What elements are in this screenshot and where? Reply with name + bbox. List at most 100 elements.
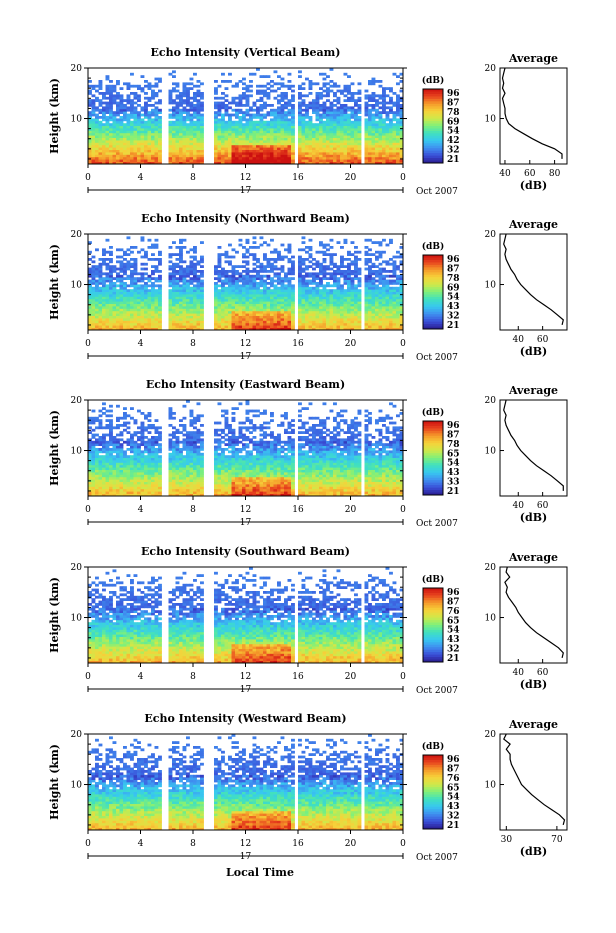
heatmap-cell: [379, 118, 383, 121]
heatmap-cell: [368, 114, 372, 117]
heatmap-cell: [347, 128, 351, 131]
heatmap-cell: [179, 258, 183, 261]
heatmap-cell: [354, 306, 358, 309]
heatmap-cell: [267, 304, 271, 307]
heatmap-cell: [228, 130, 232, 133]
heatmap-cell: [134, 292, 138, 295]
heatmap-cell: [134, 106, 138, 109]
heatmap-cell: [284, 280, 288, 283]
heatmap-cell: [134, 260, 138, 263]
heatmap-cell: [106, 145, 110, 148]
heatmap-cell: [389, 239, 393, 242]
heatmap-cell: [316, 294, 320, 297]
heatmap-cell: [333, 275, 337, 278]
heatmap-cell: [88, 316, 92, 319]
heatmap-cell: [340, 289, 344, 292]
heatmap-cell: [155, 78, 159, 81]
heatmap-cell: [281, 97, 285, 100]
heatmap-cell: [102, 280, 106, 283]
heatmap-cell: [270, 323, 274, 326]
colorbar-segment: [423, 297, 443, 300]
heatmap-cell: [267, 135, 271, 138]
heatmap-cell: [197, 85, 201, 88]
heatmap-cell: [127, 308, 131, 311]
heatmap-cell: [158, 313, 162, 316]
heatmap-cell: [176, 296, 180, 299]
heatmap-cell: [386, 299, 390, 302]
heatmap-cell: [214, 135, 218, 138]
heatmap-cell: [312, 159, 316, 162]
heatmap-cell: [372, 289, 376, 292]
heatmap-cell: [302, 277, 306, 280]
heatmap-cell: [365, 287, 369, 290]
heatmap-cell: [193, 301, 197, 304]
heatmap-cell: [109, 296, 113, 299]
heatmap-cell: [92, 460, 96, 463]
heatmap-cell: [218, 246, 222, 249]
heatmap-cell: [148, 121, 152, 124]
heatmap-cell: [151, 299, 155, 302]
heatmap-cell: [393, 128, 397, 131]
heatmap-cell: [169, 92, 173, 95]
heatmap-cell: [291, 140, 295, 143]
heatmap-cell: [337, 287, 341, 290]
heatmap-cell: [242, 118, 246, 121]
heatmap-cell: [183, 92, 187, 95]
heatmap-cell: [123, 135, 127, 138]
heatmap-cell: [256, 294, 260, 297]
heatmap-cell: [179, 159, 183, 162]
heatmap-cell: [155, 318, 159, 321]
heatmap-cell: [277, 268, 281, 271]
heatmap-cell: [123, 99, 127, 102]
heatmap-cell: [372, 97, 376, 100]
heatmap-cell: [221, 130, 225, 133]
heatmap-cell: [99, 145, 103, 148]
heatmap-cell: [284, 320, 288, 323]
heatmap-cell: [102, 318, 106, 321]
heatmap-cell: [386, 118, 390, 121]
heatmap-cell: [88, 126, 92, 129]
heatmap-cell: [109, 320, 113, 323]
heatmap-cell: [225, 111, 229, 114]
heatmap-cell: [312, 296, 316, 299]
heatmap-cell: [277, 316, 281, 319]
heatmap-cell: [246, 150, 250, 153]
heatmap-cell: [246, 97, 250, 100]
heatmap-cell: [179, 287, 183, 290]
heatmap-cell: [309, 275, 313, 278]
heatmap-cell: [102, 251, 106, 254]
heatmap-cell: [375, 157, 379, 160]
heatmap-cell: [326, 111, 330, 114]
heatmap-cell: [214, 130, 218, 133]
heatmap-cell: [158, 304, 162, 307]
heatmap-cell: [267, 130, 271, 133]
heatmap-cell: [309, 272, 313, 275]
heatmap-cell: [148, 323, 152, 326]
heatmap-cell: [221, 323, 225, 326]
heatmap-cell: [312, 304, 316, 307]
heatmap-cell: [193, 99, 197, 102]
heatmap-cell: [326, 265, 330, 268]
heatmap-cell: [337, 320, 341, 323]
heatmap-cell: [218, 306, 222, 309]
heatmap-cell: [347, 253, 351, 256]
heatmap-cell: [169, 320, 173, 323]
heatmap-cell: [134, 311, 138, 314]
heatmap-cell: [193, 126, 197, 129]
heatmap-cell: [379, 145, 383, 148]
heatmap-cell: [277, 304, 281, 307]
heatmap-cell: [116, 296, 120, 299]
heatmap-cell: [372, 106, 376, 109]
heatmap-cell: [396, 133, 400, 136]
heatmap-cell: [155, 304, 159, 307]
heatmap-cell: [88, 458, 92, 461]
heatmap-cell: [305, 116, 309, 119]
heatmap-cell: [249, 299, 253, 302]
heatmap-cell: [386, 306, 390, 309]
heatmap-cell: [151, 289, 155, 292]
heatmap-cell: [134, 118, 138, 121]
heatmap-cell: [396, 99, 400, 102]
heatmap-cell: [92, 318, 96, 321]
heatmap-cell: [92, 323, 96, 326]
heatmap-cell: [333, 94, 337, 97]
